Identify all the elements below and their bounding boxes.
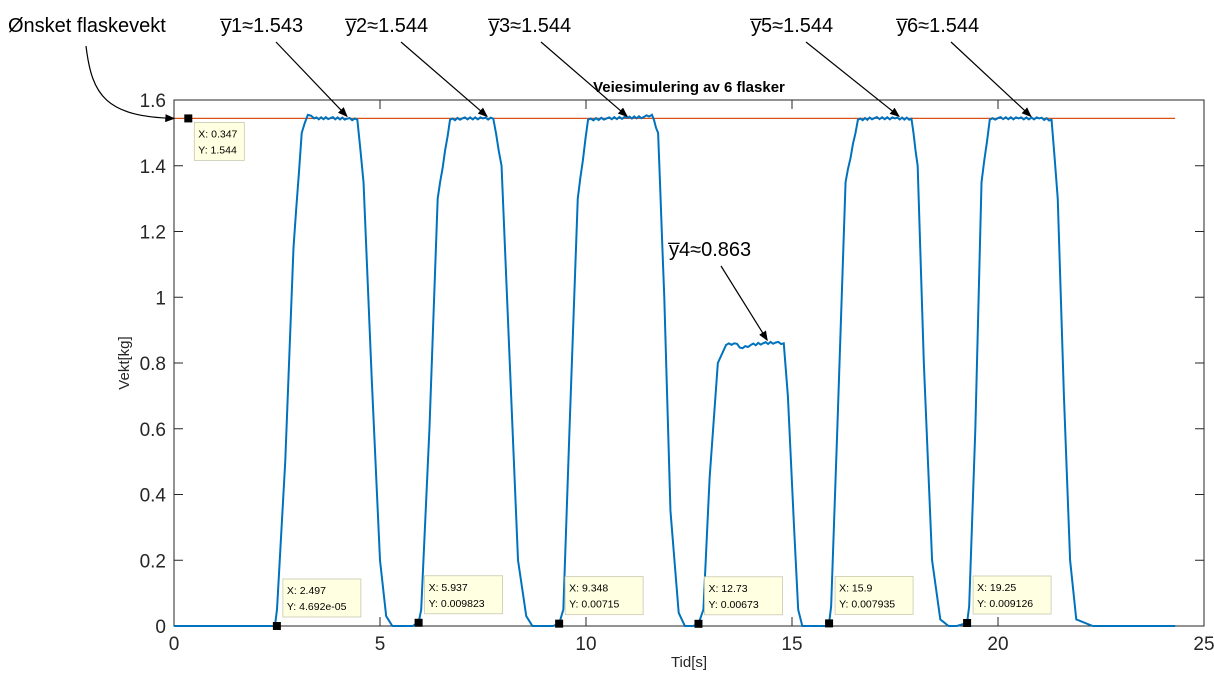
y-tick-label: 1.4 xyxy=(140,157,167,178)
y-axis-label: Vekt[kg] xyxy=(116,336,133,389)
datatip-box xyxy=(282,578,362,618)
datatip-y: Y: 0.009126 xyxy=(977,598,1033,610)
datatip-x: X: 5.937 xyxy=(429,582,468,594)
datatips: X: 0.347 Y: 1.544 X: 2.497 Y: 4.692e-05 X: 5… xyxy=(184,114,1052,630)
chart-title: Veiesimulering av 6 flasker xyxy=(593,79,785,96)
tick-labels: 0 5 10 15 20 25 0 0.2 0.4 0.6 0.8 1 1.2 1.4 1.6 xyxy=(140,91,1214,655)
y-tick-label: 0.2 xyxy=(140,551,166,572)
datatip-y: Y: 0.009823 xyxy=(429,598,485,610)
datatip-y: Y: 0.00715 xyxy=(569,599,619,611)
datatip-marker xyxy=(414,618,423,627)
y-tick-label: 1 xyxy=(155,288,166,309)
x-tick-label: 15 xyxy=(781,634,802,655)
datatip-marker xyxy=(694,619,703,628)
annotation-label: y̅2≈1.544 xyxy=(345,15,428,37)
x-tick-label: 10 xyxy=(575,634,596,655)
y-tick-label: 0 xyxy=(155,617,166,638)
annotation-label: y̅4≈0.863 xyxy=(668,239,751,261)
datatip-x: X: 2.497 xyxy=(287,585,326,597)
annotation-label: y̅6≈1.544 xyxy=(896,15,979,37)
y-tick-label: 0.8 xyxy=(140,354,166,375)
x-tick-label: 0 xyxy=(169,634,180,655)
annotation-arrow xyxy=(540,41,628,118)
x-tick-label: 20 xyxy=(987,634,1008,655)
x-tick-label: 5 xyxy=(375,634,386,655)
datatip-y: Y: 0.00673 xyxy=(708,599,758,611)
plot-area xyxy=(173,99,1205,627)
datatip-y: Y: 4.692e-05 xyxy=(287,601,347,613)
annotations: Ønsket flaskevekt y̅1≈1.543 y̅2≈1.544 y̅3≈1… xyxy=(8,15,1032,342)
datatip-box xyxy=(834,575,914,615)
datatip-marker xyxy=(184,114,193,123)
datatip-y: Y: 1.544 xyxy=(198,144,237,156)
datatip-x: X: 15.9 xyxy=(839,582,872,594)
annotation-label: y̅5≈1.544 xyxy=(750,15,833,37)
datatip-marker xyxy=(555,619,564,628)
datatip-x: X: 0.347 xyxy=(198,128,237,140)
datatip-box xyxy=(972,575,1052,615)
datatip-marker xyxy=(963,618,972,627)
annotation-arrow xyxy=(950,41,1032,118)
x-tick-label: 25 xyxy=(1193,634,1214,655)
y-tick-label: 0.4 xyxy=(140,486,167,507)
y-tick-label: 0.6 xyxy=(140,420,166,441)
datatip-box xyxy=(424,575,504,615)
annotation-arrow xyxy=(805,41,900,118)
datatip-box xyxy=(704,576,783,616)
y-tick-label: 1.6 xyxy=(140,91,166,112)
datatip-marker xyxy=(825,619,834,628)
y-tick-label: 1.2 xyxy=(140,223,166,244)
datatip-box xyxy=(193,122,245,161)
datatip-box xyxy=(564,576,644,616)
x-axis-label: Tid[s] xyxy=(671,654,707,671)
datatip-x: X: 9.348 xyxy=(569,583,608,595)
datatip-marker xyxy=(272,622,281,630)
annotation-arrow xyxy=(85,45,176,123)
datatip-x: X: 12.73 xyxy=(708,583,747,595)
annotation-label: y̅3≈1.544 xyxy=(488,15,571,37)
annotation-label: Ønsket flaskevekt xyxy=(8,15,166,37)
annotation-arrow xyxy=(400,41,488,118)
datatip-x: X: 19.25 xyxy=(977,582,1016,594)
datatip-y: Y: 0.007935 xyxy=(839,598,895,610)
annotation-arrow xyxy=(720,265,768,342)
annotation-label: y̅1≈1.543 xyxy=(220,15,303,37)
annotation-arrow xyxy=(275,41,348,118)
